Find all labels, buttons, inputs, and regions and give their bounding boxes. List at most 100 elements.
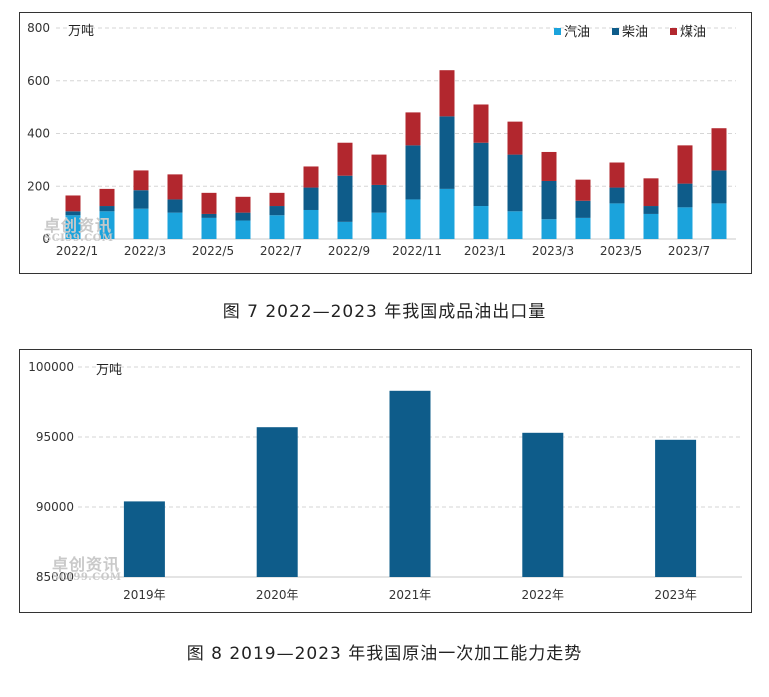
bar-segment <box>235 212 251 221</box>
x-tick-label: 2023/5 <box>600 244 642 258</box>
x-tick-label: 2022/5 <box>192 244 234 258</box>
bar-segment <box>133 208 149 239</box>
x-tick-label: 2023/7 <box>668 244 710 258</box>
bar-segment <box>575 179 591 201</box>
bar-segment <box>439 188 455 239</box>
bar-segment <box>677 183 693 208</box>
bar <box>256 427 298 577</box>
bar-segment <box>643 178 659 207</box>
y-tick-label: 100000 <box>28 360 74 374</box>
y-tick-label: 800 <box>27 21 50 35</box>
x-tick-label: 2022年 <box>522 588 565 602</box>
figure-caption-8: 图 8 2019—2023 年我国原油一次加工能力走势 <box>186 644 583 664</box>
x-tick-label: 2020年 <box>256 588 299 602</box>
x-tick-label: 2023/1 <box>464 244 506 258</box>
bar-segment <box>133 170 149 191</box>
bar <box>123 501 165 577</box>
unit-label: 万吨 <box>96 363 122 378</box>
bar-segment <box>575 217 591 239</box>
bar-segment <box>677 207 693 239</box>
bar-segment <box>99 188 115 207</box>
bar-segment <box>337 142 353 176</box>
y-tick-label: 95000 <box>36 430 74 444</box>
bar-segment <box>65 211 81 216</box>
legend-swatch <box>612 28 619 35</box>
unit-label: 万吨 <box>68 24 94 39</box>
bar-segment <box>609 203 625 239</box>
bar-segment <box>405 112 421 146</box>
legend-swatch <box>670 28 677 35</box>
bar-segment <box>575 200 591 218</box>
bar-segment <box>473 142 489 207</box>
bar-segment <box>269 192 285 207</box>
y-tick-label: 400 <box>27 127 50 141</box>
bar-segment <box>609 162 625 188</box>
bar-segment <box>167 174 183 200</box>
bar-segment <box>235 196 251 213</box>
bar-segment <box>371 212 387 239</box>
bar-segment <box>99 211 115 239</box>
bar-segment <box>643 206 659 214</box>
bar-segment <box>201 217 217 239</box>
bar-segment <box>303 209 319 239</box>
figure-caption-7: 图 7 2022—2023 年我国成品油出口量 <box>222 302 547 322</box>
bar-segment <box>507 121 523 155</box>
bar <box>389 390 431 577</box>
chart-panel-capacity: 85000 90000 95000 100000 万吨 2019年 2020年 2021年 20… <box>19 349 752 613</box>
bar-segment <box>541 151 557 181</box>
bar-segment <box>677 145 693 184</box>
bar-segment <box>371 154 387 185</box>
bar-segment <box>473 206 489 239</box>
bar-segment <box>133 190 149 209</box>
y-tick-label: 600 <box>27 74 50 88</box>
bar-segment <box>711 128 727 171</box>
bar-segment <box>99 206 115 212</box>
bar-segment <box>473 104 489 143</box>
chart-export-stacked-bar: 0 200 400 600 800 万吨 2022/1 2022/3 2022/5 2022/7 2… <box>27 21 736 258</box>
bar-segment <box>711 170 727 204</box>
chart-panel-export: 0 200 400 600 800 万吨 2022/1 2022/3 2022/5 2022/7 2… <box>19 12 752 274</box>
x-tick-label: 2022/3 <box>124 244 166 258</box>
bar-segment <box>439 70 455 117</box>
x-tick-label: 2023年 <box>654 588 697 602</box>
y-tick-label: 0 <box>42 232 50 246</box>
y-tick-label: 85000 <box>36 570 74 584</box>
y-tick-label: 90000 <box>36 500 74 514</box>
bar-segment <box>405 145 421 200</box>
legend-label: 汽油 <box>564 25 590 40</box>
bar-segment <box>235 220 251 239</box>
bar-segment <box>405 199 421 239</box>
x-tick-label: 2021年 <box>389 588 432 602</box>
bar-segment <box>269 215 285 239</box>
bar-segment <box>167 212 183 239</box>
bar-segment <box>609 187 625 204</box>
bar-segment <box>269 206 285 216</box>
bar-segment <box>303 187 319 210</box>
legend-swatch <box>554 28 561 35</box>
bar <box>522 432 564 577</box>
bar-segment <box>201 213 217 218</box>
bar <box>655 439 697 577</box>
bar-segment <box>65 195 81 212</box>
bar-segment <box>711 203 727 239</box>
x-tick-label: 2022/9 <box>328 244 370 258</box>
bar-segment <box>201 192 217 214</box>
bar-segment <box>167 199 183 213</box>
x-tick-label: 2022/1 <box>56 244 98 258</box>
bar-segment <box>371 184 387 213</box>
legend-label: 柴油 <box>622 25 648 40</box>
bar-segment <box>507 154 523 212</box>
chart-capacity-bar: 85000 90000 95000 100000 万吨 2019年 2020年 2021年 20… <box>28 360 742 602</box>
x-tick-label: 2019年 <box>123 588 166 602</box>
bar-segment <box>541 180 557 220</box>
y-tick-label: 200 <box>27 179 50 193</box>
bar-segment <box>337 221 353 239</box>
bar-segment <box>439 116 455 189</box>
bar-segment <box>303 166 319 188</box>
x-tick-label: 2023/3 <box>532 244 574 258</box>
x-tick-label: 2022/7 <box>260 244 302 258</box>
bar-segment <box>643 213 659 239</box>
bar-segment <box>507 211 523 239</box>
legend-label: 煤油 <box>680 25 706 40</box>
x-tick-label: 2022/11 <box>392 244 442 258</box>
